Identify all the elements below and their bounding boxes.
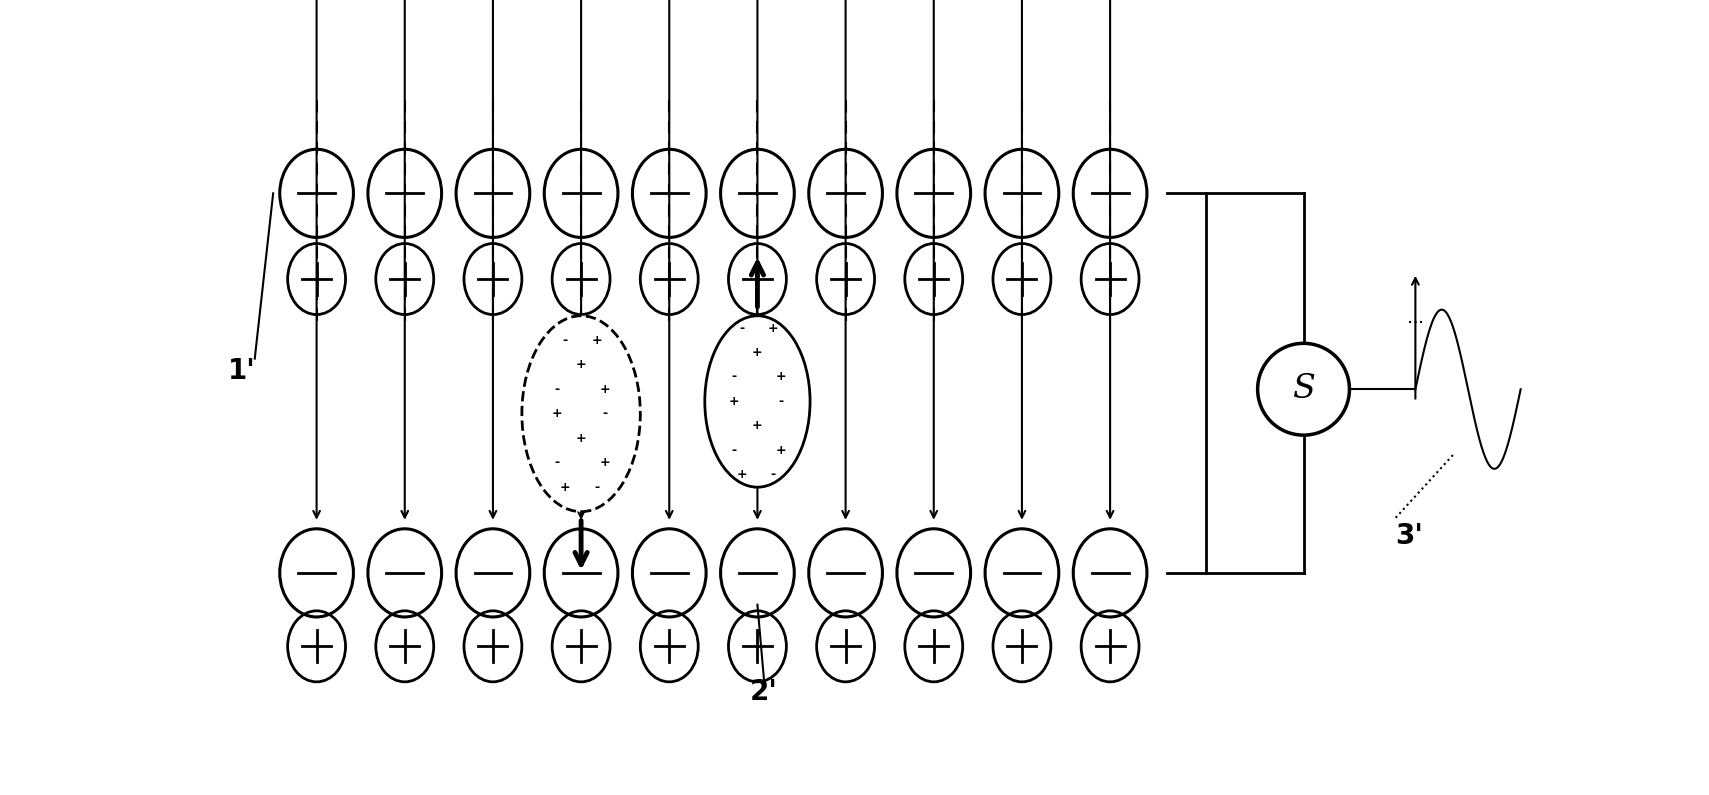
Text: +: + [600, 456, 610, 469]
Ellipse shape [704, 316, 810, 487]
Text: +: + [561, 481, 571, 494]
Text: -: - [738, 321, 743, 335]
Text: +: + [728, 395, 738, 408]
Text: -: - [771, 468, 776, 482]
Text: S: S [1292, 373, 1314, 405]
Text: +: + [576, 359, 586, 371]
Text: 2': 2' [750, 678, 778, 706]
Text: 1': 1' [227, 357, 255, 385]
Text: 3': 3' [1395, 522, 1424, 550]
Text: -: - [602, 407, 607, 421]
Text: +: + [591, 334, 602, 347]
Text: +: + [600, 382, 610, 396]
Text: -: - [731, 370, 737, 383]
Text: -: - [562, 334, 567, 347]
Text: -: - [595, 481, 600, 494]
Text: +: + [737, 468, 747, 482]
Text: +: + [776, 444, 786, 457]
Text: +: + [576, 432, 586, 444]
Ellipse shape [521, 316, 641, 512]
Text: +: + [767, 321, 779, 335]
Text: -: - [555, 382, 561, 396]
Text: +: + [552, 407, 562, 421]
Text: +: + [752, 420, 762, 432]
Text: -: - [779, 395, 784, 408]
Text: -: - [555, 456, 561, 469]
Text: +: + [776, 370, 786, 383]
Text: -: - [731, 444, 737, 457]
Text: +: + [752, 346, 762, 359]
